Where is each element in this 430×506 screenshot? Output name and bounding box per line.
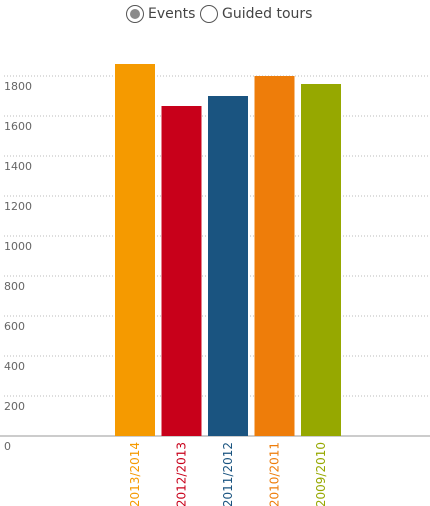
y-tick-label: 800 [4, 280, 25, 293]
dataset-toggle: Events Guided tours [0, 2, 430, 26]
y-tick-label: 1200 [4, 200, 32, 213]
bar-2010-2011 [254, 76, 295, 436]
y-tick-label: 1800 [4, 80, 32, 93]
events-option[interactable]: Events [126, 2, 195, 26]
y-tick-label: 1600 [4, 120, 32, 133]
y-tick-label: 1400 [4, 160, 32, 173]
bar-2011-2012 [208, 96, 248, 436]
x-category-label: 2011/2012 [221, 442, 235, 506]
y-tick-label: 0 [4, 440, 11, 453]
guided-tours-option[interactable]: Guided tours [200, 2, 312, 26]
x-category-label: 2010/2011 [268, 442, 282, 506]
events-label: Events [148, 6, 196, 22]
bar-2012-2013 [161, 106, 202, 436]
y-tick-label: 200 [4, 400, 25, 413]
bar-2009-2010 [301, 84, 341, 436]
x-category-label: 2009/2010 [314, 442, 328, 506]
events-radio-icon[interactable] [126, 5, 144, 23]
bar-2013-2014 [115, 64, 155, 436]
x-category-label: 2013/2014 [128, 442, 142, 506]
y-tick-label: 600 [4, 320, 25, 333]
guided-tours-radio-icon[interactable] [200, 5, 218, 23]
y-tick-label: 400 [4, 360, 25, 373]
x-category-label: 2012/2013 [175, 442, 189, 506]
y-tick-label: 1000 [4, 240, 32, 253]
guided-tours-label: Guided tours [222, 6, 313, 22]
